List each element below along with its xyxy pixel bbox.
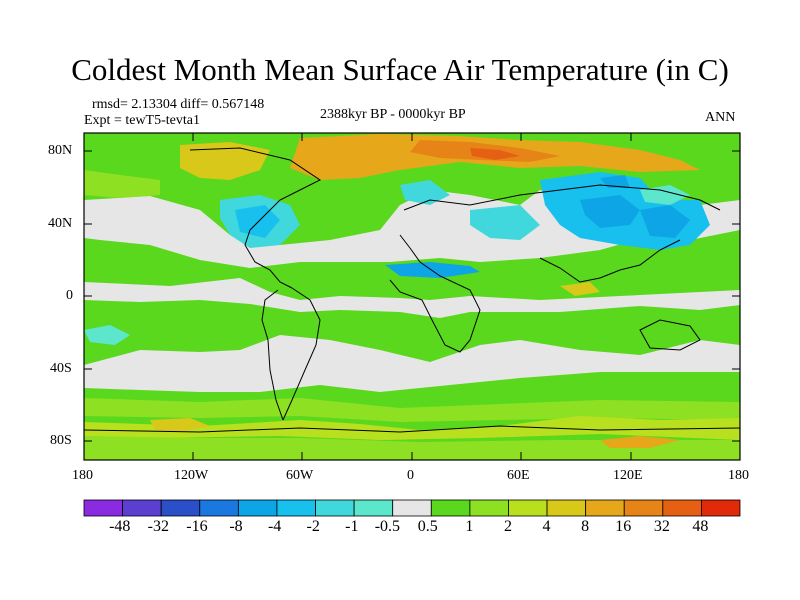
colorbar-swatch [315,499,355,517]
colorbar-label: -4 [267,518,282,535]
colorbar-swatch [237,499,278,517]
colorbar-swatch [508,499,548,517]
colorbar-label: -0.5 [374,518,401,535]
colorbar-label: 1 [465,518,474,535]
colorbar-swatch [392,499,432,517]
colorbar-label: 32 [653,518,670,535]
colorbar-label: 0.5 [417,518,438,535]
lon-label-60w: 60W [286,468,314,483]
lon-label-0: 0 [407,468,414,483]
colorbar-swatch [160,499,201,517]
colorbar-swatch [353,499,394,517]
colorbar-swatch [623,499,664,517]
colorbar-label: -8 [229,518,243,535]
colorbar-swatch [469,499,509,517]
colorbar-label: -1 [345,518,359,535]
lat-label-80s: 80S [50,433,72,448]
colorbar-swatch [430,499,471,517]
stats-text: rmsd= 2.13304 diff= 0.567148 [92,97,265,112]
lat-label-80n: 80N [48,143,73,158]
colorbar-label: 2 [503,518,512,535]
season-label: ANN [705,110,736,125]
colorbar-label: 4 [542,518,551,535]
lon-label-180e: 180 [728,468,749,483]
colorbar-swatch [276,499,316,517]
lat-label-40n: 40N [48,216,73,231]
colorbar-swatch [662,499,702,517]
lon-label-180w: 180 [72,468,93,483]
colorbar-swatch [83,499,123,517]
colorbar-label: 8 [581,518,590,535]
colorbar-label: 16 [615,518,632,535]
colorbar [83,499,741,517]
temperature-field [84,133,740,460]
colorbar-swatch [701,499,741,517]
axis-ticks [84,133,740,460]
colorbar-swatch [546,499,587,517]
colorbar-swatch [585,499,625,517]
colorbar-label: -48 [109,518,131,535]
lon-label-120w: 120W [174,468,209,483]
experiment-label: Expt = tewT5-tevta1 [84,113,200,128]
colorbar-label: 48 [692,518,709,535]
lat-label-40s: 40S [50,361,72,376]
lon-label-60e: 60E [507,468,530,483]
colorbar-label: -2 [306,518,320,535]
colorbar-swatch [199,499,239,517]
colorbar-swatch [122,499,162,517]
colorbar-label: -32 [147,518,169,535]
colorbar-label: -16 [186,518,208,535]
lat-label-0: 0 [66,288,73,303]
period-label: 2388kyr BP - 0000kyr BP [320,107,466,122]
page-title: Coldest Month Mean Surface Air Temperatu… [71,52,729,87]
lon-label-120e: 120E [613,468,643,483]
